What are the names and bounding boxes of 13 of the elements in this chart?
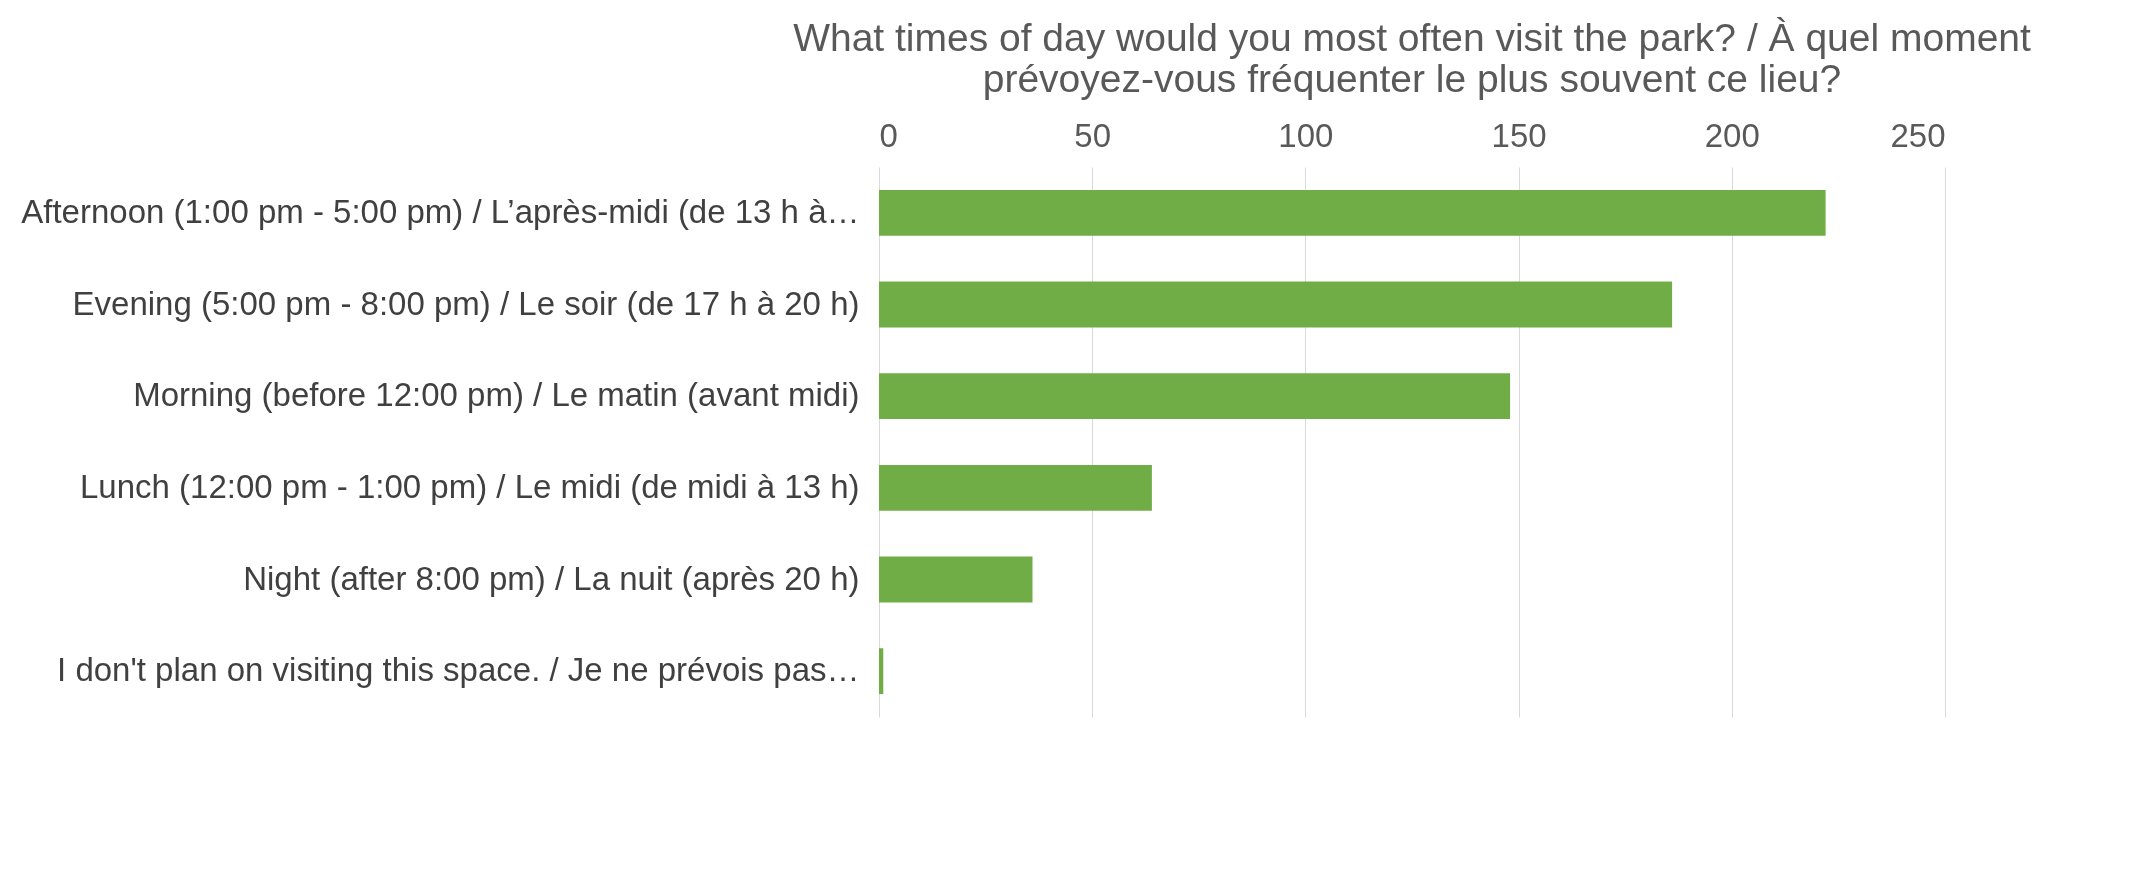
x-tick-label: 50 — [1074, 116, 1112, 154]
x-tick-label: 100 — [1278, 116, 1334, 154]
x-tick-label: 0 — [879, 116, 898, 154]
y-tick-label: Lunch (12:00 pm - 1:00 pm) / Le midi (de midi à 13 h) — [79, 467, 860, 505]
y-tick-label: Morning (before 12:00 pm) / Le matin (avant midi) — [133, 376, 860, 414]
x-tick-label: 150 — [1491, 116, 1547, 154]
y-tick-label: I don't plan on visiting this space. / Je ne prévois pas… — [57, 651, 860, 689]
y-tick-label: Night (after 8:00 pm) / La nuit (après 20 h) — [243, 559, 860, 597]
y-tick-label: Afternoon (1:00 pm - 5:00 pm) / L’après-midi (de 13 h à… — [21, 192, 860, 230]
y-tick-label: Evening (5:00 pm - 8:00 pm) / Le soir (de 17 h à 20 h) — [72, 284, 860, 322]
chart-title: What times of day would you most often visit the park? / À quel moment prévoyez-vous fréquenter le plus souvent ce lieu? — [793, 16, 2032, 100]
x-tick-label: 250 — [1890, 116, 1946, 154]
x-tick-label: 200 — [1704, 116, 1760, 154]
